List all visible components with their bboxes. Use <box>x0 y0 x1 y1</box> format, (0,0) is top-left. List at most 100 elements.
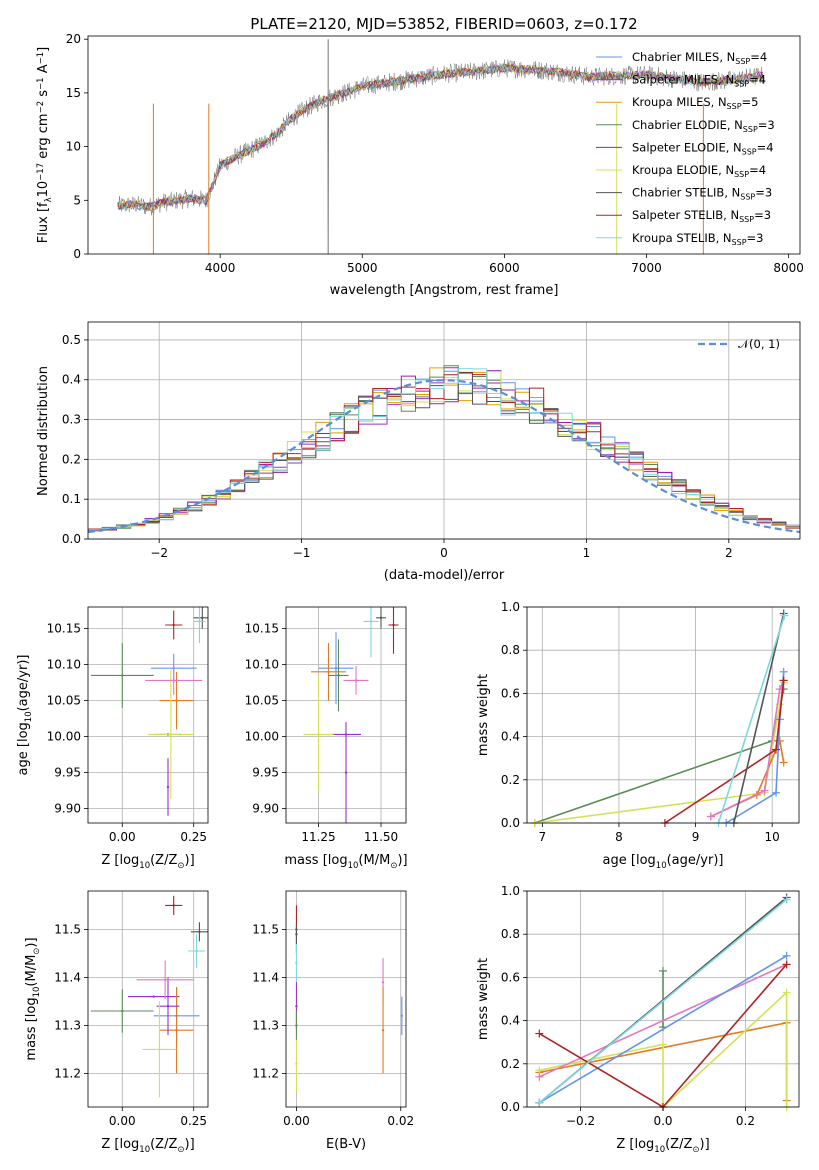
axes-frame <box>526 606 800 824</box>
legend-text: =4 <box>750 50 767 64</box>
spectrum-xlabel: wavelength [Angstrom, rest frame] <box>330 283 559 298</box>
data-point <box>163 978 167 981</box>
y-tick-label: 0.8 <box>501 927 520 941</box>
x-tick-label: −0.2 <box>566 1114 595 1128</box>
weight-vs-age-panel-ylabel: mass weight <box>476 674 491 756</box>
mass-vs-ebv-panel: 0.00 0.02 11.2 11.3 11.4 11.5 <box>252 890 414 1128</box>
y-tick-label: 0.6 <box>501 686 520 700</box>
label-sub: 10 <box>24 711 34 722</box>
histogram-chabrier_elodie <box>88 365 800 531</box>
legend-label-chabrier_stelib: Chabrier STELIB, NSSP=3 <box>632 186 772 202</box>
weight-vs-z-panel-ylabel: mass weight <box>476 958 491 1040</box>
x-tick-label: 1 <box>583 546 591 560</box>
label-part: (M/M <box>24 955 39 987</box>
normal-curve <box>87 379 801 534</box>
data-point <box>379 616 383 619</box>
label-part: (Z/Z <box>150 853 177 868</box>
age-vs-mass-panel-xlabel: mass [log10​(M/M⊙​)] <box>284 853 407 871</box>
spectrum-ylabel: Flux [fλ​10−17​ erg cm−2​ s−1​ A−1​] <box>36 47 54 243</box>
label-part: Z [log <box>101 1137 139 1152</box>
x-tick-label: 11.25 <box>301 830 335 844</box>
x-tick-label: 2 <box>725 546 733 560</box>
legend-sub: SSP <box>734 170 749 179</box>
data-point <box>334 667 338 670</box>
y-tick-label: 0.0 <box>501 1100 520 1114</box>
legend-label-salpeter_miles: Salpeter MILES, NSSP=4 <box>632 73 766 89</box>
residual-ylabel: Normed distribution <box>36 366 51 496</box>
y-tick-label: 10.00 <box>245 730 279 744</box>
x-tick-label: 0.25 <box>180 1114 207 1128</box>
label-part: erg cm <box>36 113 51 162</box>
x-tick-label: −1 <box>293 546 311 560</box>
y-tick-label: 11.2 <box>252 1066 279 1080</box>
label-sub: λ <box>44 197 54 202</box>
y-tick-label: 0.3 <box>62 413 81 427</box>
legend-label-kroupa_stelib: Kroupa STELIB, NSSP=3 <box>632 231 763 247</box>
legend-text: Salpeter ELODIE, N <box>632 140 742 154</box>
residual-xlabel: (data-model)/error <box>384 568 505 583</box>
y-tick-label: 11.3 <box>252 1018 279 1032</box>
label-sub: 10 <box>348 861 359 871</box>
label-part: age [log <box>603 853 656 868</box>
label-sub: 10 <box>656 861 667 871</box>
y-tick-label: 11.4 <box>252 970 279 984</box>
label-sub: −17 <box>36 163 46 181</box>
legend-text: =5 <box>742 95 759 109</box>
data-point <box>295 933 298 936</box>
label-sub: 10 <box>139 861 150 871</box>
data-point <box>172 623 175 627</box>
data-point <box>381 1029 385 1032</box>
y-tick-label: 5 <box>73 193 81 207</box>
axes-frame <box>87 35 801 255</box>
axes-frame <box>285 890 407 1108</box>
label-part: (Z/Z <box>665 1137 692 1152</box>
x-tick-label: 0.00 <box>283 1114 310 1128</box>
label-part: )] <box>185 853 195 868</box>
label-sub: 10 <box>32 987 42 998</box>
y-tick-label: 11.3 <box>54 1018 81 1032</box>
label-part: mass [log <box>24 997 39 1060</box>
x-tick-label: 8 <box>615 830 623 844</box>
x-tick-label: 7 <box>539 830 547 844</box>
legend-sub: SSP <box>739 215 754 224</box>
legend-text: Kroupa ELODIE, N <box>632 163 734 177</box>
y-tick-label: 0.0 <box>501 816 520 830</box>
x-tick-label: 0.0 <box>653 1114 672 1128</box>
data-point <box>354 679 358 682</box>
y-tick-label: 1.0 <box>501 600 520 614</box>
axes-frame <box>87 890 209 1108</box>
label-part: mass [log <box>284 853 347 868</box>
x-tick-label: 0 <box>440 546 448 560</box>
data-point <box>381 981 385 984</box>
label-part: Z [log <box>616 1137 654 1152</box>
weight-vs-age-panel-xlabel: age [log10​(age/yr)] <box>603 853 724 871</box>
legend-sub: SSP <box>740 193 755 202</box>
data-point <box>337 674 340 677</box>
y-tick-label: 15 <box>66 86 81 100</box>
weight-line <box>538 955 788 1104</box>
data-point <box>169 733 173 736</box>
legend-sub: SSP <box>735 57 750 66</box>
legend-text: =4 <box>749 163 766 177</box>
label-sub: ⊙ <box>692 1145 699 1155</box>
weight-line <box>717 615 786 824</box>
data-point <box>295 1024 298 1027</box>
legend-label-kroupa_miles: Kroupa MILES, NSSP=5 <box>632 95 758 111</box>
label-sub: ⊙ <box>32 948 42 955</box>
data-point <box>152 995 155 998</box>
data-point <box>198 930 201 933</box>
x-tick-label: 6000 <box>489 261 520 275</box>
label-sub: ⊙ <box>177 861 184 871</box>
mass-vs-z-panel-xlabel: Z [log10​(Z/Z⊙​)] <box>101 1137 194 1155</box>
label-part: 10 <box>36 181 51 198</box>
spectrum-title: PLATE=2120, MJD=53852, FIBERID=0603, z=0… <box>250 15 637 33</box>
y-tick-label: 1.0 <box>501 884 520 898</box>
model-spectrum-salpeter_elodie <box>117 64 764 210</box>
x-tick-label: 11.50 <box>364 830 398 844</box>
legend-sub: SSP <box>742 147 757 156</box>
legend-text: Kroupa STELIB, N <box>632 231 732 245</box>
weight-line <box>664 680 785 824</box>
data-point <box>201 616 204 619</box>
label-sub: −1 <box>36 77 46 90</box>
